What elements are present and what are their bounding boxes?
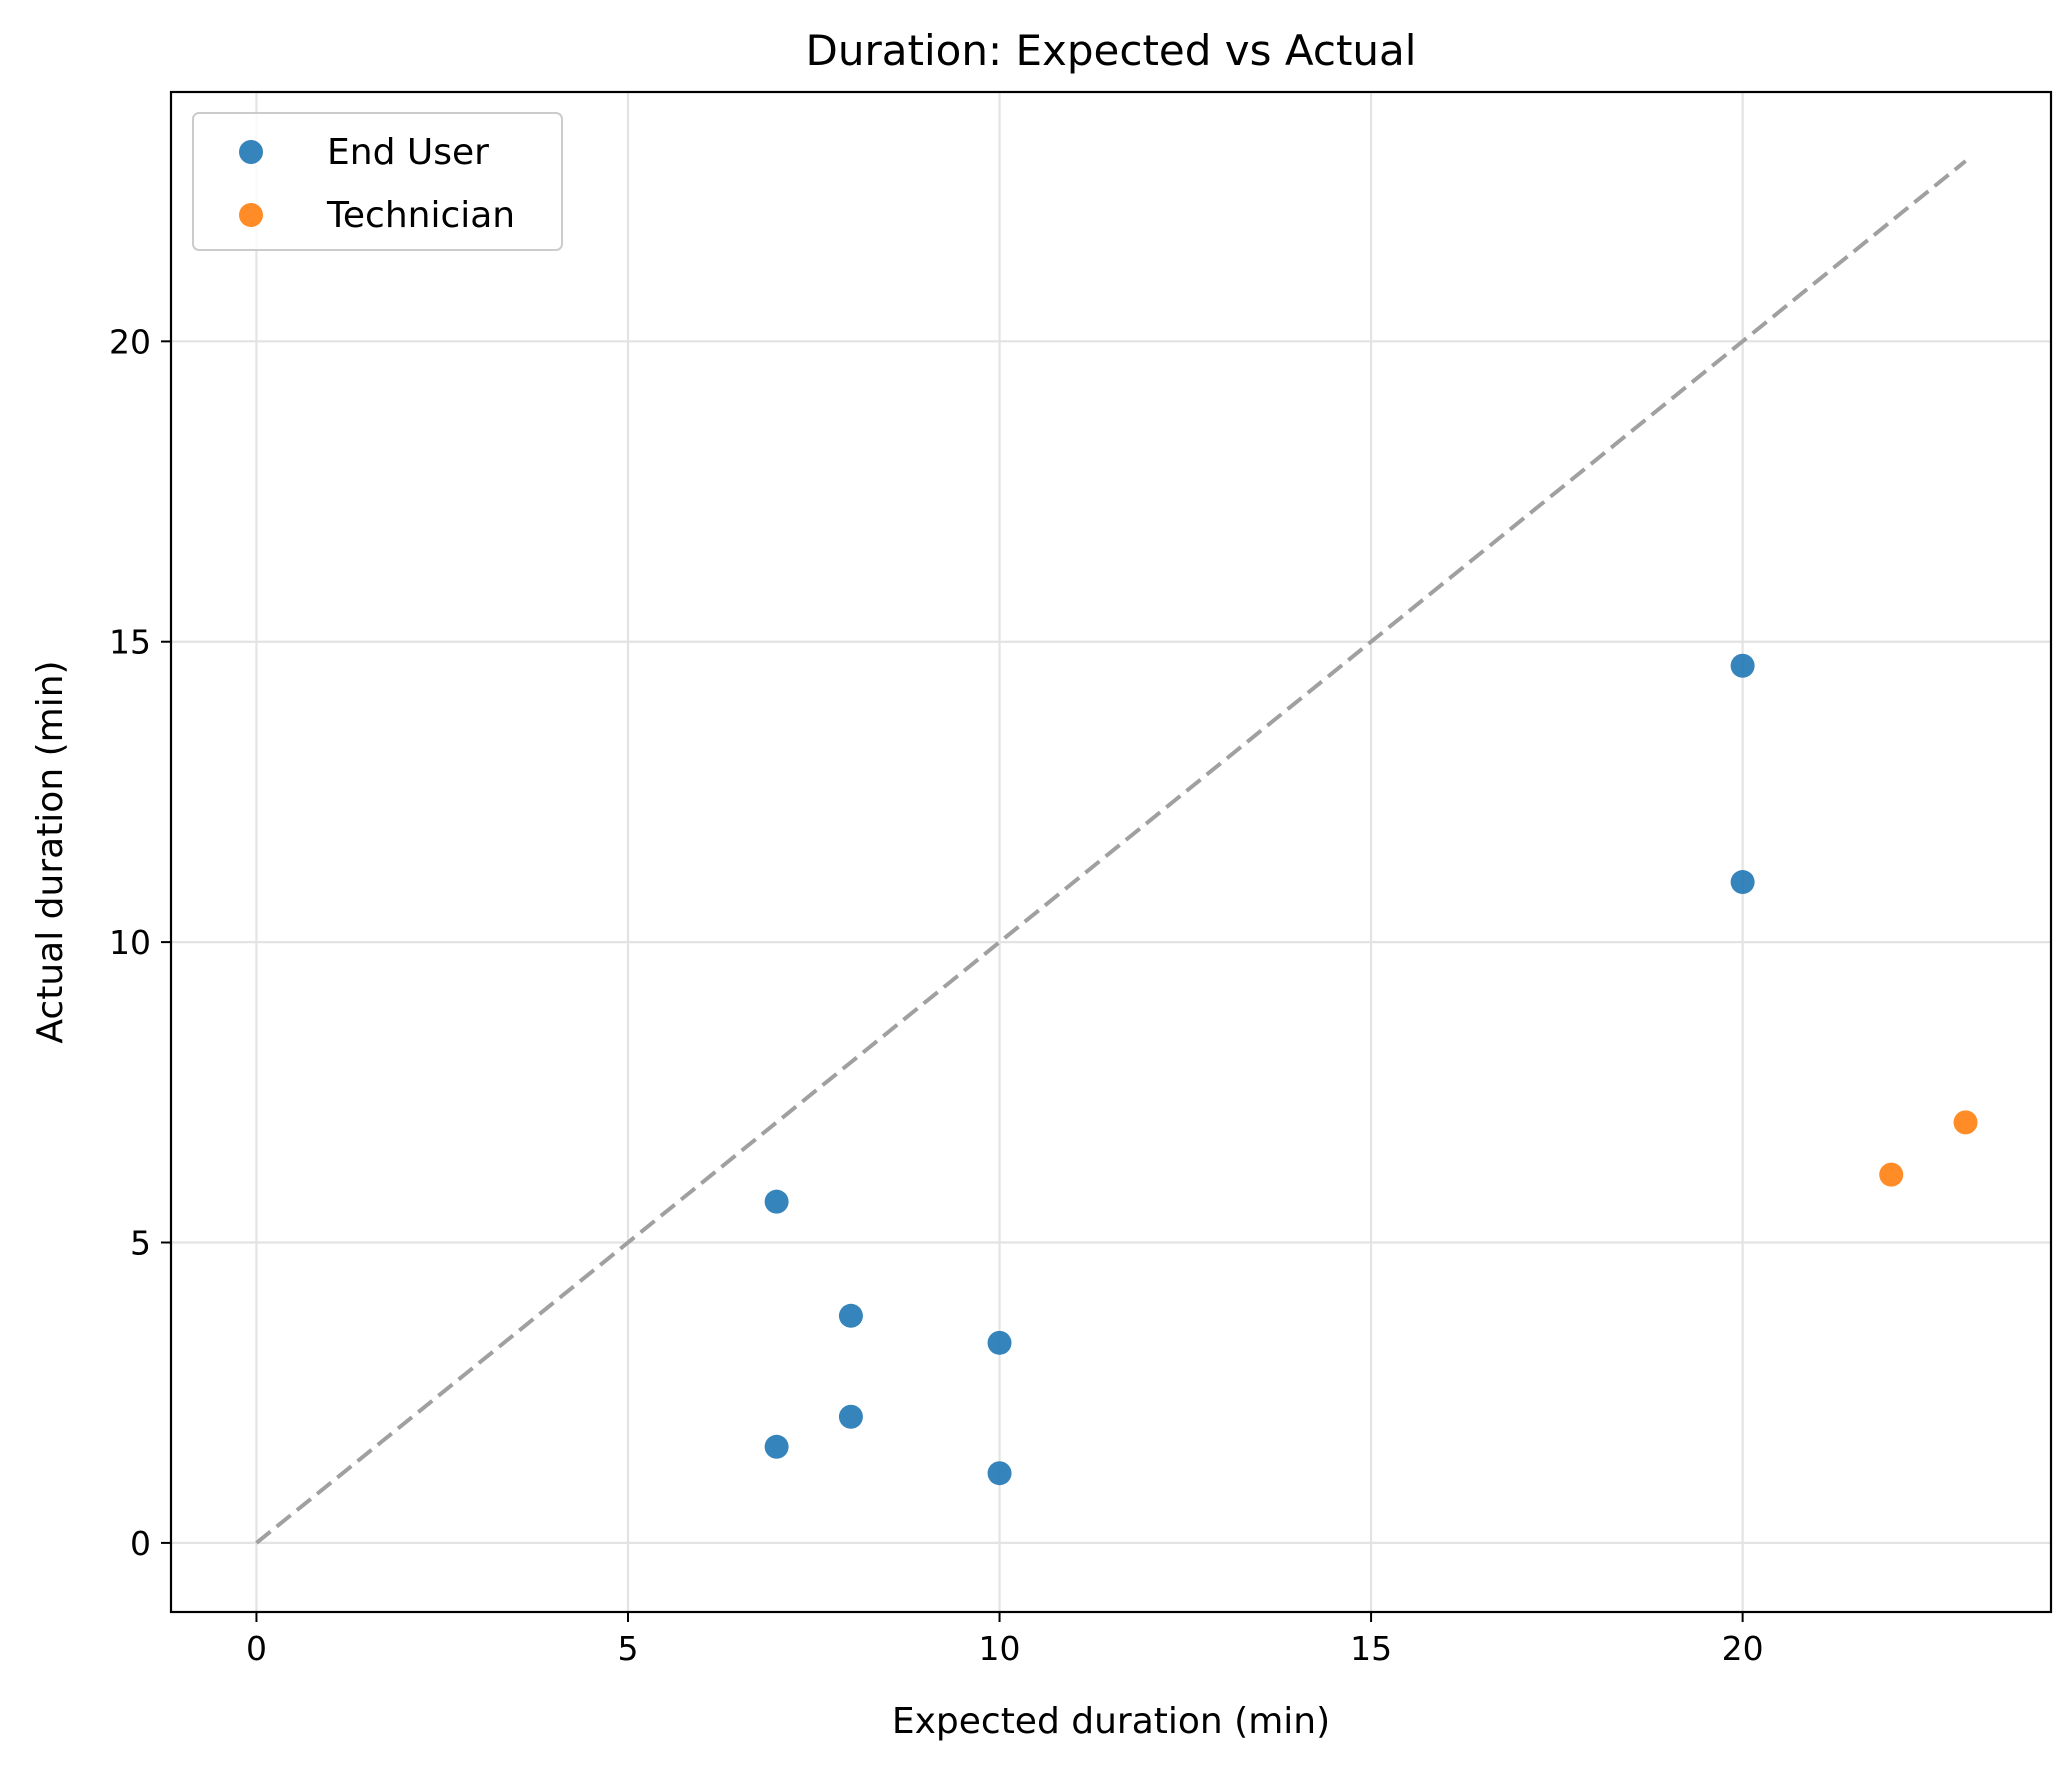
legend-marker bbox=[239, 203, 263, 227]
data-point-end-user bbox=[987, 1461, 1012, 1486]
x-tick-label: 20 bbox=[1722, 1629, 1764, 1668]
legend: End User Technician bbox=[192, 112, 563, 251]
data-point-end-user bbox=[838, 1303, 863, 1328]
data-point-technician bbox=[1879, 1162, 1904, 1187]
x-tick-label: 10 bbox=[979, 1629, 1021, 1668]
data-point-end-user bbox=[1730, 653, 1755, 678]
x-axis-label: Expected duration (min) bbox=[892, 1701, 1330, 1742]
data-point-technician bbox=[1953, 1110, 1978, 1135]
x-tick-label: 5 bbox=[617, 1629, 638, 1668]
chart-title: Duration: Expected vs Actual bbox=[806, 26, 1417, 75]
y-tick-label: 20 bbox=[109, 322, 151, 361]
data-points bbox=[764, 653, 1978, 1486]
grid bbox=[171, 92, 2051, 1612]
y-tick-label: 10 bbox=[109, 923, 151, 962]
data-point-end-user bbox=[987, 1330, 1012, 1355]
y-tick-label: 0 bbox=[130, 1524, 151, 1563]
data-point-end-user bbox=[1730, 870, 1755, 895]
reference-line-group bbox=[255, 159, 1967, 1545]
legend-marker bbox=[239, 140, 263, 164]
plot-frame bbox=[169, 90, 2053, 1614]
legend-box bbox=[192, 112, 563, 251]
data-point-end-user bbox=[838, 1404, 863, 1429]
y-tick-label: 15 bbox=[109, 623, 151, 662]
data-point-end-user bbox=[764, 1189, 789, 1214]
axis-ticks: 0 5 10 15 20 0 5 10 15 20 bbox=[109, 322, 1764, 1668]
data-point-end-user bbox=[764, 1434, 789, 1459]
y-axis-label: Actual duration (min) bbox=[30, 660, 71, 1043]
legend-label: End User bbox=[327, 132, 489, 173]
y-tick-label: 5 bbox=[130, 1224, 151, 1263]
x-tick-label: 0 bbox=[246, 1629, 267, 1668]
x-tick-label: 15 bbox=[1350, 1629, 1392, 1668]
legend-label: Technician bbox=[326, 195, 515, 236]
reference-line bbox=[255, 159, 1967, 1545]
